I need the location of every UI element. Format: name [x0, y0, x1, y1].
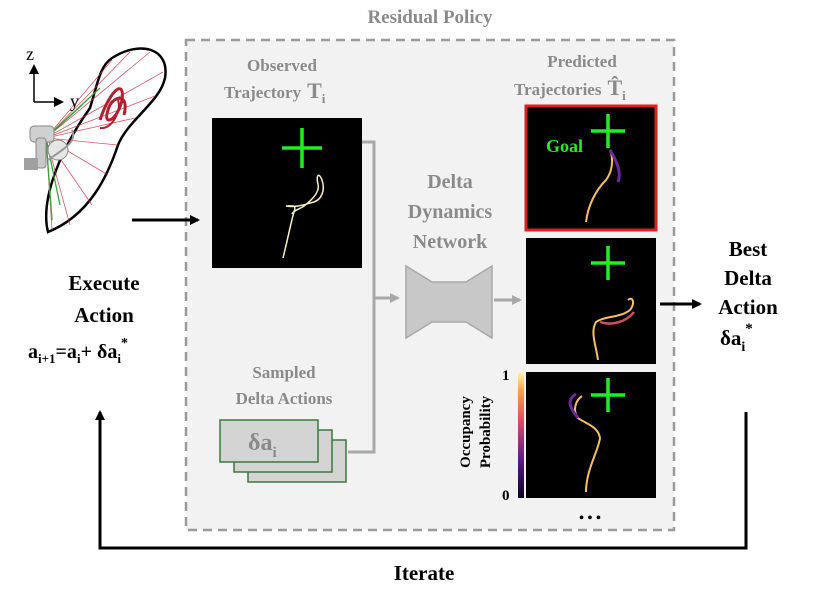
connector-sampled: [348, 293, 400, 454]
best-symbol: δai*: [720, 321, 753, 355]
execute-line1: Execute: [68, 271, 139, 295]
colorbar-label1: Occupancy: [458, 396, 474, 468]
robot-illustration: [24, 47, 167, 234]
residual-policy-title: Residual Policy: [367, 7, 493, 28]
ellipsis: • • •: [579, 511, 601, 526]
observed-line1: Observed: [247, 56, 317, 75]
network-shape: [405, 264, 493, 340]
panel1-goal-marker: [591, 114, 625, 148]
connector-observed: [362, 140, 376, 298]
network-line3: Network: [413, 231, 488, 253]
panel3-goal-marker: [591, 378, 625, 412]
sampled-line1: Sampled: [252, 363, 316, 382]
execute-line2: Action: [74, 303, 134, 327]
predicted-line2: Trajectories T̂i: [514, 75, 626, 103]
panel2-trajectory: [592, 297, 635, 361]
colorbar: [518, 372, 524, 498]
network-line2: Dynamics: [408, 201, 493, 223]
iterate-label: Iterate: [394, 561, 455, 585]
panel3-trajectory: [574, 395, 602, 493]
predicted-line1: Predicted: [547, 52, 617, 71]
panel1-trajectory: [585, 149, 614, 223]
colorbar-max: 1: [502, 368, 510, 384]
axis-z-label: z: [26, 44, 34, 64]
sampled-card-1: [219, 419, 319, 463]
best-line1: Best: [729, 237, 768, 261]
sampled-line2: Delta Actions: [236, 389, 333, 408]
observed-trajectory-path: [282, 174, 325, 259]
predicted-panel-1: [524, 104, 658, 232]
best-line2: Delta: [724, 266, 772, 290]
colorbar-label2: Probability: [478, 395, 494, 468]
axis-y-label: y: [70, 91, 79, 111]
network-line1: Delta: [427, 171, 473, 193]
panel2-goal-marker: [591, 246, 625, 280]
colorbar-min: 0: [502, 488, 510, 504]
predicted-panel-2: [526, 238, 656, 364]
observed-line2: Trajectory Ti: [224, 78, 326, 106]
panel1-goal-label: Goal: [546, 136, 583, 156]
execute-formula: ai+1=ai+ δai*: [28, 336, 128, 366]
predicted-panel-3: [526, 372, 656, 498]
iterate-loop: [95, 410, 748, 550]
observed-goal-marker: [282, 128, 322, 168]
observed-trajectory-image: [212, 118, 362, 268]
best-line3: Action: [718, 295, 778, 319]
sampled-card-label: δai: [248, 430, 277, 461]
